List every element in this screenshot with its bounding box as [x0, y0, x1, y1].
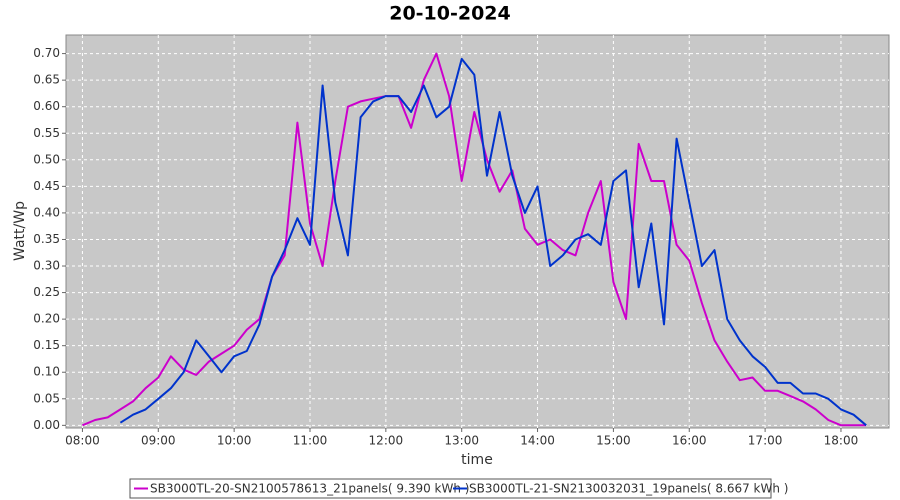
y-tick-label: 0.35	[33, 232, 60, 246]
x-tick-label: 18:00	[824, 434, 859, 448]
legend-box	[129, 478, 772, 499]
x-tick-label: 16:00	[672, 434, 707, 448]
y-tick-label: 0.00	[33, 418, 60, 432]
x-tick-label: 14:00	[520, 434, 555, 448]
x-tick-label: 13:00	[444, 434, 479, 448]
y-tick-label: 0.10	[33, 365, 60, 379]
y-tick-label: 0.40	[33, 205, 60, 219]
y-axis-label: Watt/Wp	[12, 201, 28, 261]
y-tick-label: 0.25	[33, 285, 60, 299]
x-tick-label: 09:00	[141, 434, 176, 448]
y-tick-label: 0.20	[33, 312, 60, 326]
legend-label: SB3000TL-20-SN2100578613_21panels( 9.390…	[150, 482, 469, 496]
legend-label: SB3000TL-21-SN2130032031_19panels( 8.667…	[469, 482, 788, 496]
y-tick-label: 0.55	[33, 126, 60, 140]
x-tick-label: 15:00	[596, 434, 631, 448]
x-tick-label: 17:00	[748, 434, 783, 448]
series-line	[119, 57, 867, 427]
series-line	[82, 52, 867, 427]
x-tick-label: 12:00	[369, 434, 404, 448]
y-tick-label: 0.15	[33, 338, 60, 352]
y-tick-label: 0.45	[33, 179, 60, 193]
x-axis-label: time	[461, 452, 493, 468]
y-tick-label: 0.30	[33, 259, 60, 273]
x-tick-label: 11:00	[293, 434, 328, 448]
y-tick-label: 0.60	[33, 99, 60, 113]
chart-title: 20-10-2024	[389, 3, 511, 25]
y-tick-label: 0.70	[33, 46, 60, 60]
y-tick-label: 0.65	[33, 73, 60, 87]
y-tick-label: 0.05	[33, 391, 60, 405]
x-tick-label: 08:00	[65, 434, 100, 448]
y-tick-label: 0.50	[33, 152, 60, 166]
x-tick-label: 10:00	[217, 434, 252, 448]
